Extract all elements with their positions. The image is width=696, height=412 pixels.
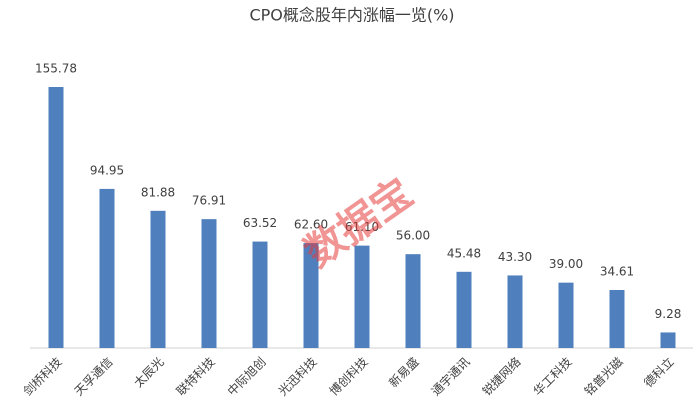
value-label: 43.30 — [498, 250, 532, 264]
x-tick-label: 天孚通信 — [72, 355, 116, 399]
value-label: 94.95 — [90, 163, 124, 177]
x-tick-label: 通宇通讯 — [429, 355, 473, 399]
x-tick-label: 联特科技 — [173, 354, 218, 399]
bar — [201, 219, 217, 348]
bar — [48, 87, 64, 348]
value-label: 63.52 — [243, 216, 277, 230]
bar — [558, 282, 574, 348]
x-tick-label: 太辰光 — [131, 354, 167, 390]
value-label: 62.60 — [294, 218, 328, 232]
bar — [456, 271, 472, 348]
value-label: 61.10 — [345, 220, 379, 234]
x-tick-label: 剑桥科技 — [20, 354, 65, 399]
value-label: 56.00 — [396, 229, 430, 243]
value-label: 9.28 — [655, 307, 682, 321]
bar — [99, 188, 115, 348]
value-label: 39.00 — [549, 257, 583, 271]
value-label: 34.61 — [600, 265, 634, 279]
bar — [660, 332, 676, 348]
value-label: 76.91 — [192, 194, 226, 208]
bar — [252, 241, 268, 348]
x-tick-label: 德科立 — [641, 354, 677, 390]
x-tick-label: 铭普光磁 — [581, 354, 626, 399]
x-tick-label: 中际旭创 — [224, 354, 269, 399]
x-tick-label: 华工科技 — [531, 355, 575, 399]
x-tick-label: 锐捷网络 — [479, 354, 524, 399]
x-tick-label: 新易盛 — [386, 354, 422, 390]
x-tick-label: 光迅科技 — [276, 355, 320, 399]
x-tick-label: 博创科技 — [326, 354, 371, 399]
value-label: 155.78 — [35, 62, 77, 76]
bar — [150, 210, 166, 348]
value-label: 81.88 — [141, 185, 175, 199]
chart-title: CPO概念股年内涨幅一览(%) — [249, 6, 454, 25]
bar — [609, 290, 625, 348]
bar — [303, 243, 319, 348]
bar — [507, 275, 523, 348]
bar — [405, 254, 421, 348]
bar — [354, 245, 370, 348]
value-label: 45.48 — [447, 246, 481, 260]
